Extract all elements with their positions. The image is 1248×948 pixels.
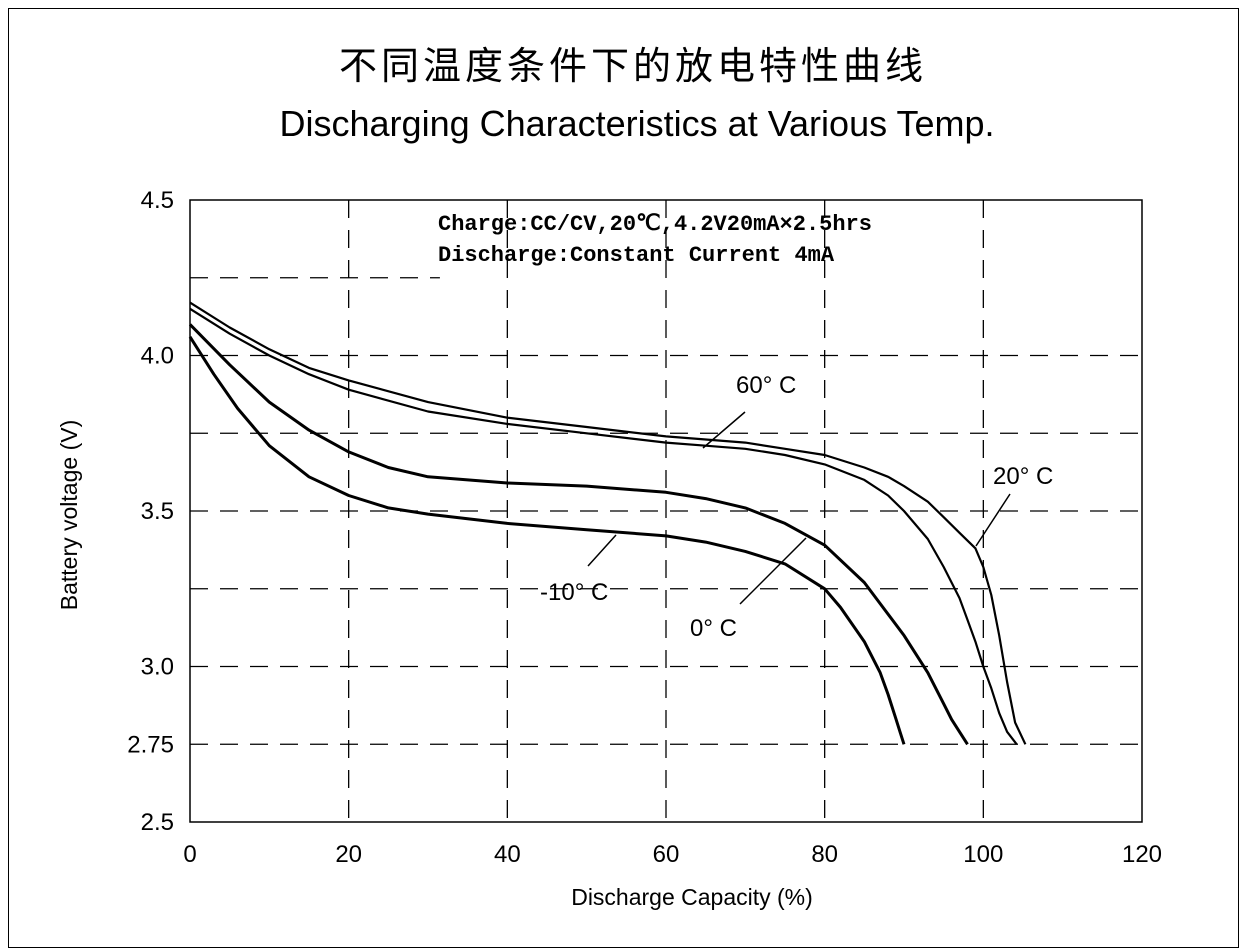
chart-frame <box>8 8 1239 948</box>
discharge-condition: Discharge:Constant Current 4mA <box>438 243 835 268</box>
series-line <box>188 335 906 745</box>
x-tick-label: 120 <box>1122 841 1162 868</box>
y-tick-label: 4.0 <box>141 343 174 370</box>
label-minus10c: -10° C <box>540 579 608 606</box>
series-line <box>188 323 969 746</box>
series-line <box>189 307 1018 745</box>
x-tick-labels: 0 20 40 60 80 100 120 <box>183 841 1162 868</box>
curves <box>188 301 1027 746</box>
x-tick-label: 100 <box>963 841 1003 868</box>
charge-condition: Charge:CC/CV,20℃,4.2V20mA×2.5hrs <box>438 212 872 237</box>
y-tick-label: 2.75 <box>127 731 174 758</box>
series-line <box>189 301 1027 745</box>
y-tick-labels: 2.5 2.75 3.0 3.5 4.0 4.5 <box>127 187 174 836</box>
y-tick-label: 4.5 <box>141 187 174 214</box>
x-tick-label: 0 <box>183 841 196 868</box>
x-axis-label: Discharge Capacity (%) <box>571 884 813 910</box>
chart-title-cn: 不同温度条件下的放电特性曲线 <box>339 44 927 88</box>
label-m10c-leader <box>587 534 617 567</box>
label-0c: 0° C <box>690 615 737 642</box>
series-labels: 60° C 20° C 0° C -10° C <box>540 372 1053 642</box>
x-tick-label: 60 <box>653 841 680 868</box>
plot-area-border <box>189 199 1143 823</box>
label-60c-leader <box>702 411 746 449</box>
grid <box>190 200 1142 822</box>
chart-title: Discharging Characteristics at Various T… <box>280 103 995 144</box>
x-tick-label: 20 <box>335 841 362 868</box>
y-tick-label: 2.5 <box>141 809 174 836</box>
label-20c-leader <box>975 493 1011 547</box>
y-tick-label: 3.0 <box>141 654 174 681</box>
label-0c-leader <box>739 537 807 605</box>
y-axis-label: Battery voltage (V) <box>56 420 82 610</box>
x-tick-label: 40 <box>494 841 521 868</box>
label-20c: 20° C <box>993 463 1053 490</box>
y-tick-label: 3.5 <box>141 498 174 525</box>
x-tick-label: 80 <box>811 841 838 868</box>
label-60c: 60° C <box>736 372 796 399</box>
